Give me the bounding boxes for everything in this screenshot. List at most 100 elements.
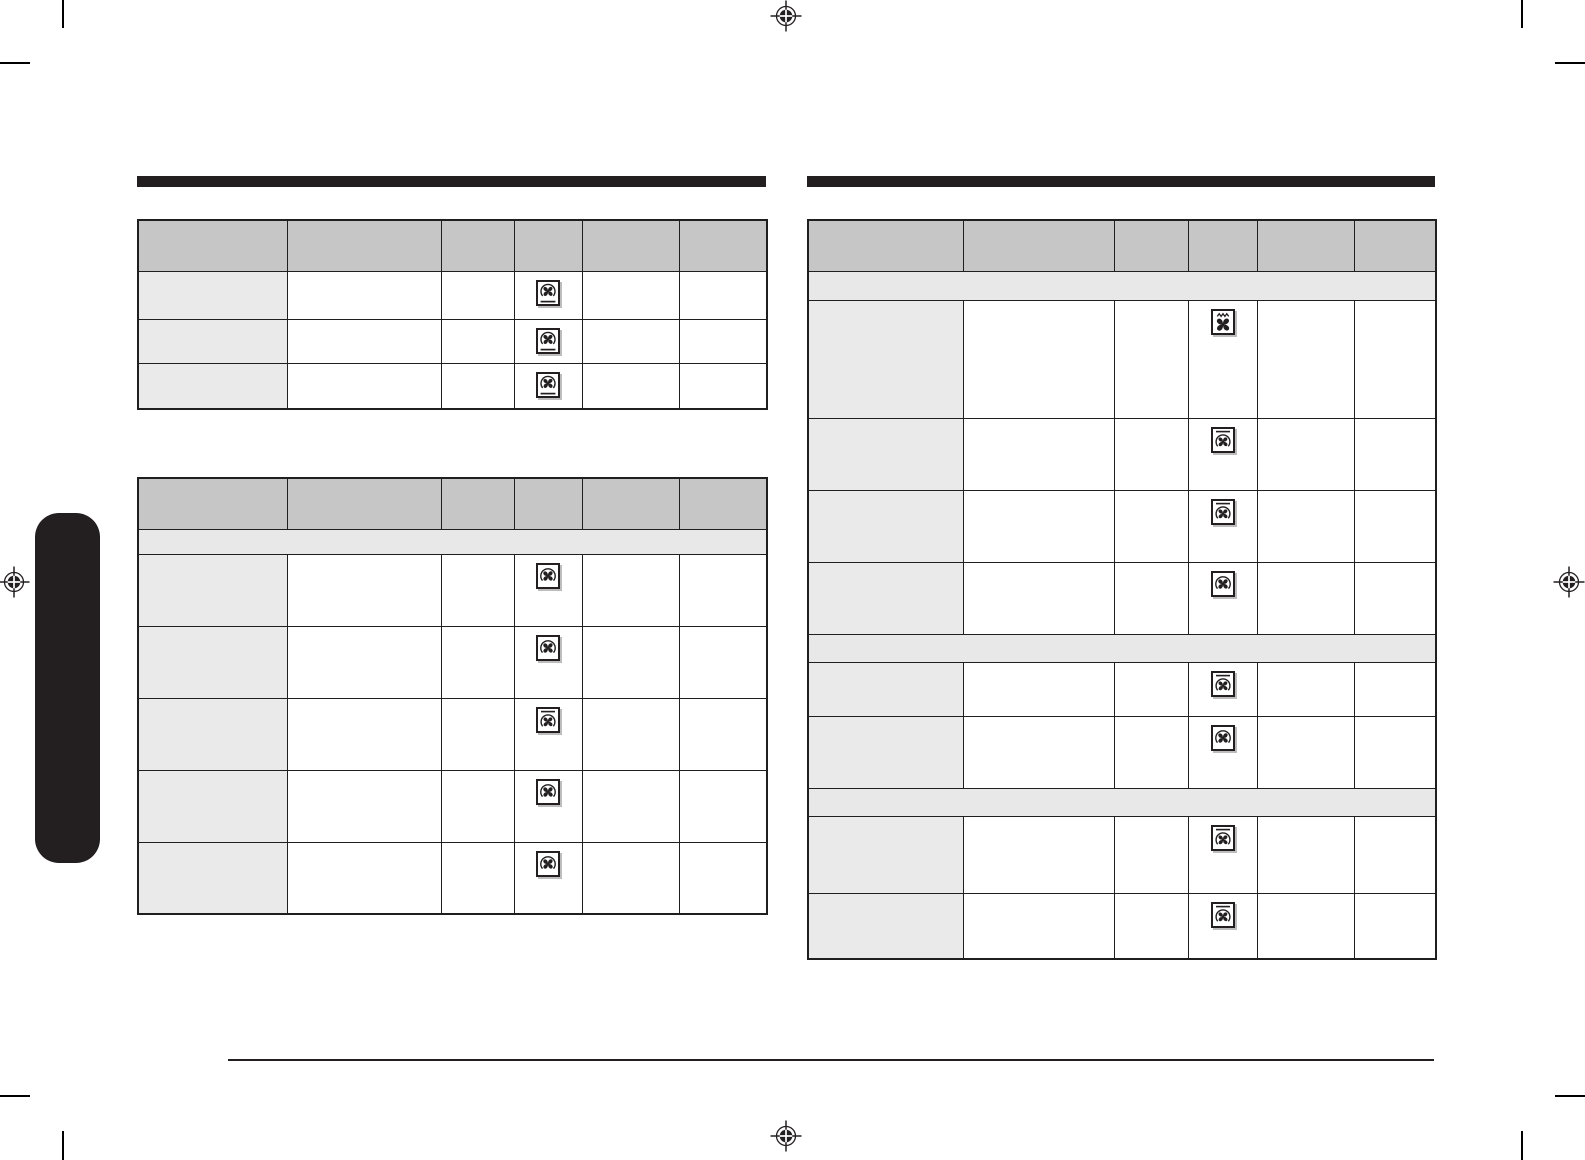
section-band-row [807,633,1437,663]
table-cell [286,625,442,699]
top-heat-plus-convection-icon [1210,498,1235,525]
row-label-cell [807,417,964,491]
table-cell [286,553,442,627]
crop-mark [62,1131,64,1160]
table-cell [286,841,442,915]
table-row [137,318,768,364]
table-cell [1353,815,1437,894]
section-band-row [137,528,768,555]
table-header-cell [513,477,583,530]
mode-icon-cell [513,270,583,320]
crop-mark [1521,1131,1523,1160]
table-cell [1256,417,1355,491]
top-heat-plus-convection-icon [1210,901,1235,928]
mode-icon-cell [513,625,583,699]
table-cell [1353,299,1437,419]
reg-mark-bottom-center [770,1120,802,1152]
table-cell [581,841,680,915]
table-cell [286,697,442,771]
table-header-cell [1113,219,1189,272]
cooking-table-right [807,219,1437,960]
table-cell [1256,489,1355,563]
table-row [137,841,768,915]
table-cell [962,299,1115,419]
row-label-cell [137,553,288,627]
section-band-row [807,270,1437,301]
top-heat-plus-convection-icon [1210,426,1235,453]
crop-mark [62,0,64,28]
table-cell [962,661,1115,717]
table-cell [440,625,515,699]
table-cell [678,553,768,627]
row-label-cell [807,715,964,789]
convection-bottom-heat-icon [536,327,560,354]
table-cell [678,270,768,320]
footer-rule [228,1059,1434,1061]
mode-icon-cell [1187,892,1258,960]
crop-mark [0,62,30,64]
table-cell [1353,417,1437,491]
reg-mark-top-center [770,0,802,32]
table-header-cell [581,219,680,272]
row-label-cell [137,769,288,843]
table-row [137,769,768,843]
table-header-cell [137,477,288,530]
table-cell [581,625,680,699]
table-cell [678,362,768,410]
table-cell [962,561,1115,635]
section-side-tab [35,513,100,863]
table-row [807,489,1437,563]
table-cell [440,318,515,364]
table-header-cell [286,477,442,530]
table-cell [1113,715,1189,789]
table-cell [1353,892,1437,960]
table-cell [678,318,768,364]
table-header-cell [962,219,1115,272]
crop-mark [1521,0,1523,28]
table-cell [962,417,1115,491]
table-cell [1353,561,1437,635]
table-cell [1256,561,1355,635]
row-label-cell [807,299,964,419]
table-cell [1113,489,1189,563]
cooking-table-left-top [137,219,768,410]
table-cell [1113,661,1189,717]
table-cell [440,769,515,843]
table-row [807,417,1437,491]
table-cell [440,697,515,771]
row-label-cell [807,661,964,717]
table-row [137,625,768,699]
table-cell [678,769,768,843]
table-cell [440,270,515,320]
convection-icon [536,562,560,589]
convection-icon [536,850,560,877]
table-row [137,697,768,771]
table-row [137,270,768,320]
row-label-cell [137,625,288,699]
convection-bottom-heat-icon [536,279,560,306]
table-cell [1256,815,1355,894]
table-header-cell [440,219,515,272]
table-cell [1113,815,1189,894]
table-row [137,553,768,627]
table-row [807,299,1437,419]
table-row [807,815,1437,894]
table-cell [286,318,442,364]
mode-icon-cell [1187,815,1258,894]
row-label-cell [137,270,288,320]
registration-mark-icon [770,1120,802,1152]
table-row [807,561,1437,635]
table-header-row [137,219,768,272]
table-header-cell [1256,219,1355,272]
table-cell [581,697,680,771]
table-row [807,892,1437,960]
section-band-cell [807,787,1437,817]
mode-icon-cell [1187,489,1258,563]
table-header-cell [137,219,288,272]
section-band-cell [807,633,1437,663]
table-header-cell [440,477,515,530]
mode-icon-cell [1187,299,1258,419]
registration-mark-icon [770,0,802,32]
table-cell [581,769,680,843]
